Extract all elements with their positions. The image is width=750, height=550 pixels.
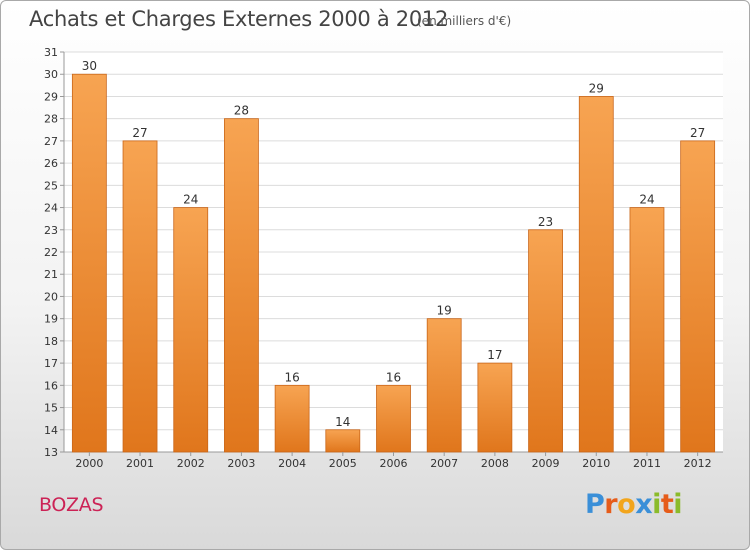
y-tick-label: 23 — [44, 224, 58, 237]
x-tick-label: 2002 — [177, 457, 205, 470]
x-tick-label: 2007 — [430, 457, 458, 470]
y-tick-label: 15 — [44, 402, 58, 415]
y-tick-label: 21 — [44, 268, 58, 281]
commune-name: BOZAS — [39, 494, 104, 516]
y-tick-label: 22 — [44, 246, 58, 259]
x-tick-label: 2005 — [329, 457, 357, 470]
x-tick-label: 2001 — [126, 457, 154, 470]
brand-letter: x — [635, 489, 653, 520]
data-label: 19 — [437, 304, 452, 318]
bar — [173, 207, 209, 453]
bar — [477, 362, 513, 453]
data-label: 27 — [690, 126, 705, 140]
x-tick-label: 2008 — [481, 457, 509, 470]
proxiti-logo: Proxiti — [585, 489, 683, 520]
bar — [274, 384, 310, 453]
y-tick-label: 20 — [44, 290, 58, 303]
data-label: 29 — [589, 81, 604, 95]
data-label: 24 — [639, 193, 654, 207]
data-label: 16 — [284, 370, 299, 384]
bar — [325, 429, 361, 453]
bar — [629, 207, 665, 453]
y-tick-label: 19 — [44, 313, 58, 326]
data-label: 23 — [538, 215, 553, 229]
data-label: 17 — [487, 348, 502, 362]
bar — [376, 384, 411, 453]
brand-letter: t — [660, 489, 674, 520]
bar — [426, 318, 462, 453]
data-label: 14 — [335, 415, 350, 429]
y-tick-label: 17 — [44, 357, 58, 370]
y-tick-label: 25 — [44, 179, 58, 192]
x-tick-label: 2006 — [380, 457, 408, 470]
brand-letter: i — [673, 489, 683, 520]
brand-letter: o — [617, 489, 636, 520]
brand-letter: P — [585, 489, 605, 520]
data-label: 28 — [234, 104, 249, 118]
y-tick-label: 18 — [44, 335, 58, 348]
y-tick-label: 13 — [44, 446, 58, 459]
brand-letter: i — [652, 489, 661, 520]
y-tick-label: 14 — [44, 424, 58, 437]
x-tick-label: 2000 — [75, 457, 103, 470]
bar — [528, 229, 563, 453]
bar — [578, 96, 614, 453]
x-tick-label: 2004 — [278, 457, 306, 470]
data-label: 30 — [82, 59, 97, 73]
data-label: 16 — [386, 370, 401, 384]
x-tick-label: 2003 — [227, 457, 255, 470]
bar — [680, 140, 716, 453]
y-tick-label: 24 — [44, 202, 58, 215]
brand-letter: r — [604, 489, 618, 520]
bar — [122, 140, 158, 453]
y-tick-label: 31 — [44, 46, 58, 59]
x-tick-label: 2011 — [633, 457, 661, 470]
x-tick-label: 2010 — [582, 457, 610, 470]
y-tick-label: 27 — [44, 135, 58, 148]
y-tick-label: 26 — [44, 157, 58, 170]
y-tick-label: 16 — [44, 379, 58, 392]
data-label: 24 — [183, 193, 198, 207]
x-tick-label: 2009 — [532, 457, 560, 470]
data-label: 27 — [132, 126, 147, 140]
y-tick-label: 29 — [44, 90, 58, 103]
chart-subtitle: (en milliers d'€) — [417, 14, 512, 28]
y-tick-label: 28 — [44, 113, 58, 126]
bar — [224, 118, 259, 453]
chart-title: Achats et Charges Externes 2000 à 2012 — [29, 7, 449, 31]
bar — [71, 73, 107, 453]
y-tick-label: 30 — [44, 68, 58, 81]
x-tick-label: 2012 — [684, 457, 712, 470]
